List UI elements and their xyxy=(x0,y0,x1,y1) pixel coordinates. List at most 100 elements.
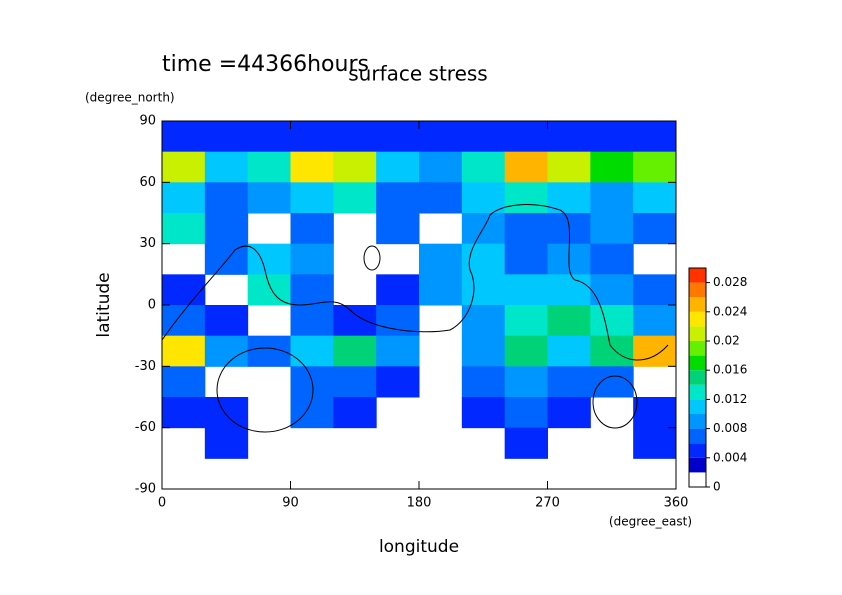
field-cell xyxy=(419,151,463,183)
field-cell xyxy=(247,121,291,153)
colorbar-swatch xyxy=(689,472,706,487)
field-cell xyxy=(547,335,591,367)
field-cell xyxy=(162,182,206,214)
y-tick-label: 60 xyxy=(139,175,156,190)
field-cell xyxy=(633,213,677,245)
field-cell xyxy=(204,121,249,153)
colorbar-tick-label: 0.008 xyxy=(713,421,747,435)
colorbar-tick-label: 0.028 xyxy=(713,275,747,289)
field-cell xyxy=(633,151,677,183)
colorbar-swatch xyxy=(689,414,706,429)
field-cell xyxy=(419,121,463,153)
coastline xyxy=(363,245,381,271)
field-cell xyxy=(162,121,206,153)
chart-title: surface stress xyxy=(348,62,487,86)
y-tick-label: -90 xyxy=(135,482,156,497)
field-cell xyxy=(504,274,548,306)
x-tick-label: 90 xyxy=(282,496,299,511)
field-cell xyxy=(590,274,634,306)
field-cell xyxy=(461,182,506,214)
field-cell xyxy=(547,151,591,183)
colorbar-swatch xyxy=(689,399,706,414)
coastline xyxy=(161,204,669,361)
colorbar-swatch xyxy=(689,326,706,341)
field-cell xyxy=(162,274,206,306)
field-cell xyxy=(590,335,634,367)
colorbar-tick-label: 0.004 xyxy=(713,450,747,464)
field-cell xyxy=(162,335,206,367)
field-cell xyxy=(290,121,334,153)
coastline xyxy=(592,375,638,429)
field-cell xyxy=(333,151,377,183)
field-cell xyxy=(204,182,249,214)
field-cell xyxy=(504,121,548,153)
field-cell xyxy=(290,243,334,275)
field-cell xyxy=(204,213,249,245)
field-cell xyxy=(590,243,634,275)
field-cell xyxy=(590,121,634,153)
field-cell xyxy=(376,182,420,214)
colorbar-swatch xyxy=(689,457,706,473)
field-cell xyxy=(461,151,506,183)
field-cell xyxy=(290,213,334,245)
field-cell xyxy=(204,397,249,429)
field-cell xyxy=(633,305,677,337)
field-cell xyxy=(376,335,420,367)
field-cell xyxy=(419,243,463,275)
field-cell xyxy=(376,274,420,306)
field-cell xyxy=(590,182,634,214)
field-cell xyxy=(590,151,634,183)
field-cell xyxy=(247,243,291,275)
field-cell xyxy=(333,305,377,337)
field-cell xyxy=(461,305,506,337)
field-cell xyxy=(461,335,506,367)
x-unit: (degree_east) xyxy=(609,515,692,529)
field-cell xyxy=(204,335,249,367)
field-cell xyxy=(633,397,677,429)
field-cell xyxy=(376,366,420,398)
y-tick-label: -30 xyxy=(135,359,156,374)
x-axis-label: longitude xyxy=(379,537,459,557)
x-tick-label: 0 xyxy=(158,496,166,511)
colorbar-swatch xyxy=(689,341,706,356)
field-cell xyxy=(504,427,548,459)
field-cell xyxy=(376,151,420,183)
field-cell xyxy=(547,397,591,429)
field-cell xyxy=(547,274,591,306)
x-tick-label: 180 xyxy=(407,496,432,511)
colorbar-swatch xyxy=(689,297,706,312)
field-cell xyxy=(247,151,291,183)
colorbar-swatch xyxy=(689,384,706,400)
colorbar-swatch xyxy=(689,443,706,458)
field-cell xyxy=(204,305,249,337)
colorbar-tick-label: 0 xyxy=(713,480,721,494)
field-cell xyxy=(504,335,548,367)
field-cell xyxy=(204,243,249,275)
field-cell xyxy=(547,121,591,153)
colorbar-swatch xyxy=(689,428,706,444)
field-cell xyxy=(376,213,420,245)
field-cell xyxy=(419,182,463,214)
colorbar-tick-label: 0.016 xyxy=(713,363,747,377)
field-cell xyxy=(633,427,677,459)
field-cell xyxy=(419,274,463,306)
field-cell xyxy=(461,397,506,429)
field-cell xyxy=(290,274,334,306)
field-cell xyxy=(333,121,377,153)
field xyxy=(162,121,677,459)
field-cell xyxy=(204,151,249,183)
field-cell xyxy=(547,366,591,398)
field-cell xyxy=(504,397,548,429)
field-cell xyxy=(547,182,591,214)
field-cell xyxy=(633,274,677,306)
field-cell xyxy=(290,182,334,214)
colorbar-swatch xyxy=(689,268,706,283)
field-cell xyxy=(461,274,506,306)
x-tick-label: 360 xyxy=(664,496,689,511)
colorbar-swatch xyxy=(689,370,706,385)
colorbar-swatch xyxy=(689,311,706,327)
field-cell xyxy=(247,274,291,306)
field-cell xyxy=(504,182,548,214)
field-cell xyxy=(333,182,377,214)
